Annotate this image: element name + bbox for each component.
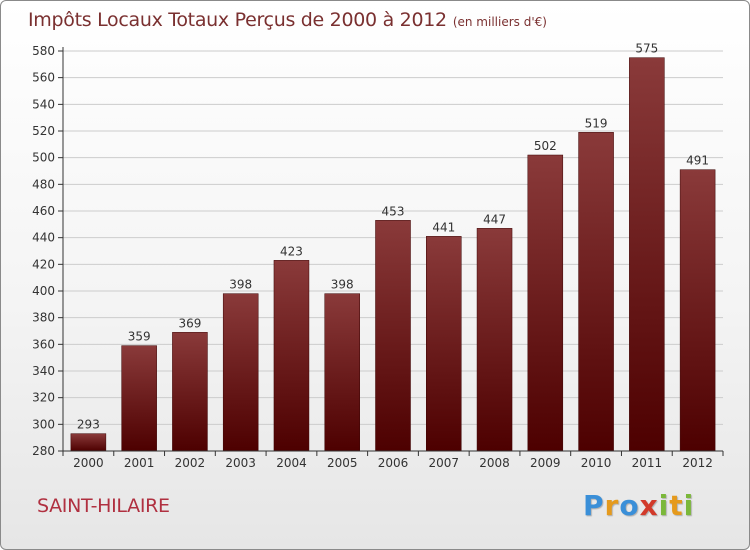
x-tick-label: 2012 [682, 456, 713, 470]
y-tick-label: 280 [32, 444, 55, 458]
y-tick-label: 580 [32, 44, 55, 58]
proxiti-logo: Proxiti [583, 489, 694, 522]
x-tick-label: 2005 [327, 456, 358, 470]
bar [679, 169, 716, 452]
y-tick-label: 340 [32, 364, 55, 378]
y-tick-label: 400 [32, 284, 55, 298]
logo-letter: x [639, 489, 659, 522]
x-tick-label: 2004 [276, 456, 307, 470]
data-label: 575 [635, 42, 658, 56]
x-tick-label: 2001 [124, 456, 155, 470]
logo-letter: t [669, 489, 684, 522]
bar [70, 433, 107, 452]
x-tick-label: 2011 [632, 456, 663, 470]
bar [273, 260, 310, 452]
data-label: 398 [331, 278, 354, 292]
logo-letter: i [683, 489, 695, 522]
data-label: 491 [686, 154, 709, 168]
x-tick-label: 2009 [530, 456, 561, 470]
logo-letter: r [604, 489, 620, 522]
bar [121, 345, 157, 452]
chart-subtitle: (en milliers d'€) [452, 15, 547, 29]
y-tick-label: 320 [32, 391, 55, 405]
data-label: 519 [585, 116, 608, 130]
data-label: 423 [280, 244, 303, 258]
bars: 293 359 369 398 423 398 453 441 447 502 519 575 491 [70, 42, 716, 452]
y-tick-label: 460 [32, 204, 55, 218]
logo-letter: o [619, 489, 640, 522]
x-tick-label: 2007 [428, 456, 459, 470]
x-tick-label: 2002 [175, 456, 206, 470]
axes: 280 300 320 340 360 380 400 420 440 460 480 500 520 5… [32, 44, 724, 470]
x-tick-label: 2008 [479, 456, 510, 470]
y-tick-label: 560 [32, 71, 55, 85]
bar [222, 293, 259, 452]
y-tick-label: 540 [32, 97, 55, 111]
data-label: 502 [534, 139, 557, 153]
y-tick-label: 360 [32, 337, 55, 351]
y-tick-label: 440 [32, 231, 55, 245]
commune-name: SAINT-HILAIRE [37, 495, 170, 517]
x-tick-label: 2003 [225, 456, 256, 470]
y-tick-label: 380 [32, 311, 55, 325]
data-label: 293 [77, 418, 100, 432]
data-label: 447 [483, 212, 506, 226]
logo-letter: i [658, 489, 670, 522]
bar [629, 57, 665, 452]
y-tick-label: 480 [32, 177, 55, 191]
y-tick-label: 420 [32, 257, 55, 271]
bar [172, 332, 208, 452]
bar [426, 236, 462, 452]
logo-letter: P [583, 489, 605, 522]
bar [375, 220, 411, 452]
bar [324, 293, 360, 452]
data-label: 359 [128, 330, 151, 344]
x-tick-label: 2010 [581, 456, 612, 470]
data-label: 441 [432, 220, 455, 234]
x-tick-label: 2006 [378, 456, 409, 470]
x-tick-label: 2000 [73, 456, 104, 470]
y-tick-label: 300 [32, 417, 55, 431]
chart-title: Impôts Locaux Totaux Perçus de 2000 à 20… [28, 9, 547, 31]
data-label: 453 [382, 204, 405, 218]
bar [476, 228, 513, 452]
y-tick-label: 500 [32, 151, 55, 165]
bar [578, 132, 614, 452]
data-label: 369 [178, 316, 201, 330]
bar [527, 154, 564, 452]
y-tick-label: 520 [32, 124, 55, 138]
data-label: 398 [229, 278, 252, 292]
